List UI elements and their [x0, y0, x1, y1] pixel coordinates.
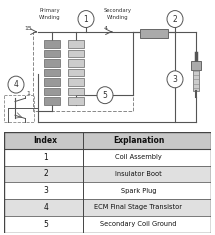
- Bar: [44, 40, 60, 47]
- Bar: [44, 69, 60, 76]
- Circle shape: [8, 76, 24, 93]
- Bar: [44, 59, 60, 67]
- Bar: [191, 61, 201, 70]
- Text: 1: 1: [84, 15, 88, 24]
- Bar: [68, 78, 84, 86]
- Bar: [193, 70, 199, 91]
- Bar: [140, 29, 168, 38]
- Bar: [44, 78, 60, 86]
- Text: 3: 3: [173, 75, 177, 84]
- Bar: [68, 88, 84, 95]
- Bar: [4, 165, 211, 182]
- Text: Explanation: Explanation: [113, 136, 164, 145]
- Text: Index: Index: [34, 136, 58, 145]
- Circle shape: [97, 87, 113, 104]
- Text: Secondary Coil Ground: Secondary Coil Ground: [100, 221, 177, 227]
- Text: Spark Plug: Spark Plug: [121, 188, 156, 194]
- Bar: [4, 95, 34, 121]
- Text: 5: 5: [43, 220, 48, 229]
- Text: Insulator Boot: Insulator Boot: [115, 171, 162, 177]
- Bar: [44, 88, 60, 95]
- Text: 4: 4: [104, 26, 108, 31]
- Text: ECM Final Stage Transistor: ECM Final Stage Transistor: [94, 204, 183, 211]
- Circle shape: [78, 11, 94, 27]
- Text: Secondary
Winding: Secondary Winding: [104, 8, 132, 20]
- Text: 4: 4: [43, 203, 48, 212]
- Bar: [68, 59, 84, 67]
- Text: 5: 5: [103, 91, 108, 100]
- Bar: [4, 216, 211, 233]
- Text: 4: 4: [14, 80, 18, 89]
- Bar: [68, 40, 84, 47]
- Bar: [68, 69, 84, 76]
- Bar: [4, 132, 211, 149]
- Text: 1: 1: [43, 153, 48, 162]
- Bar: [68, 97, 84, 105]
- Bar: [4, 182, 211, 199]
- Text: 2: 2: [43, 169, 48, 178]
- Bar: [4, 199, 211, 216]
- Circle shape: [167, 71, 183, 88]
- Circle shape: [167, 11, 183, 27]
- Bar: [44, 97, 60, 105]
- Bar: [44, 50, 60, 57]
- Text: 15: 15: [24, 26, 32, 31]
- Text: Primary
Winding: Primary Winding: [39, 8, 61, 20]
- Text: Coil Assembly: Coil Assembly: [115, 154, 162, 160]
- Text: 4a: 4a: [97, 90, 105, 96]
- Text: 2: 2: [173, 15, 177, 24]
- Bar: [68, 50, 84, 57]
- Bar: [33, 32, 133, 111]
- Text: 3: 3: [43, 186, 48, 195]
- Bar: [4, 149, 211, 165]
- Text: 1: 1: [26, 90, 30, 96]
